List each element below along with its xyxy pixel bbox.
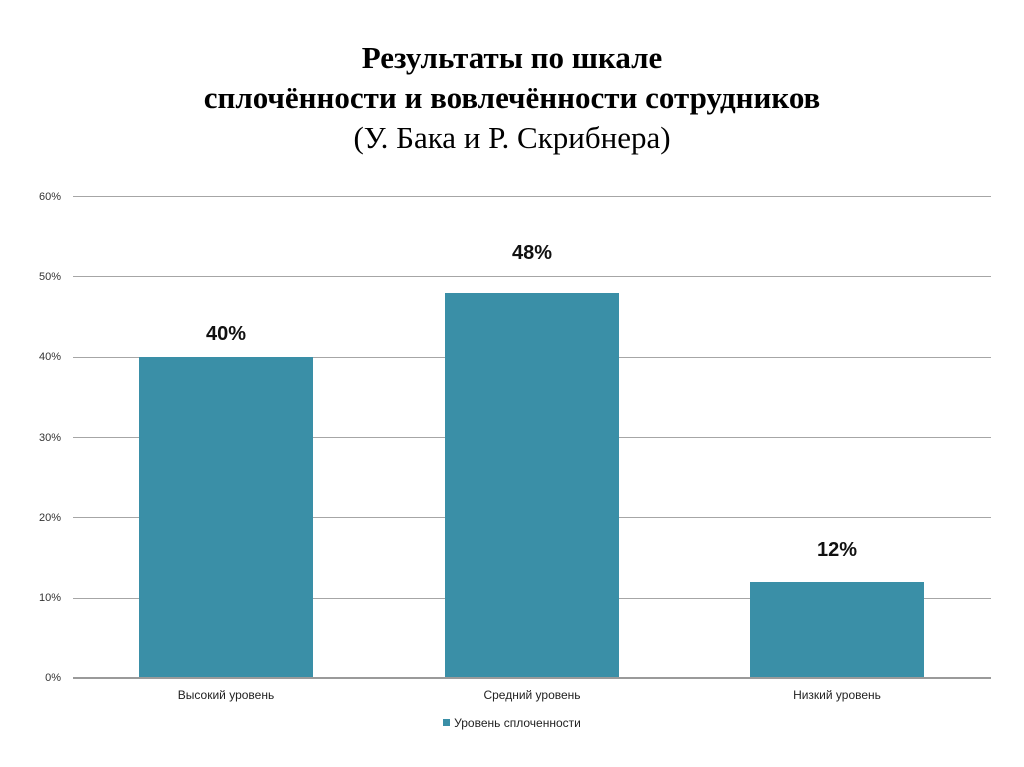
title-line-1: Результаты по шкале bbox=[361, 40, 663, 75]
chart-title: Результаты по шкале сплочённости и вовле… bbox=[0, 38, 1024, 158]
bar-medium[interactable] bbox=[445, 293, 619, 678]
x-category-label: Средний уровень bbox=[483, 688, 581, 702]
y-tick-label: 20% bbox=[38, 512, 61, 524]
legend: Уровень сплоченности bbox=[0, 716, 1024, 730]
y-tick-label: 60% bbox=[38, 191, 61, 203]
legend-swatch-icon bbox=[443, 719, 451, 726]
x-category-label: Высокий уровень bbox=[177, 688, 275, 702]
y-tick-label: 10% bbox=[38, 592, 61, 604]
legend-label: Уровень сплоченности bbox=[454, 716, 581, 730]
title-line-3: (У. Бака и Р. Скрибнера) bbox=[353, 120, 671, 155]
x-axis-line bbox=[73, 677, 991, 679]
y-tick-label: 30% bbox=[38, 432, 61, 444]
x-category-label: Низкий уровень bbox=[793, 688, 881, 702]
data-label-medium: 48% bbox=[511, 242, 553, 264]
y-tick-label: 50% bbox=[38, 271, 61, 283]
bar-low[interactable] bbox=[750, 582, 924, 678]
title-line-2: сплочённости и вовлечённости сотрудников bbox=[203, 80, 821, 115]
y-tick-label: 40% bbox=[38, 351, 61, 363]
data-label-low: 12% bbox=[816, 539, 858, 561]
gridline-60 bbox=[73, 196, 991, 197]
data-label-high: 40% bbox=[205, 323, 247, 345]
gridline-50 bbox=[73, 276, 991, 277]
bar-high[interactable] bbox=[139, 357, 313, 678]
y-tick-label: 0% bbox=[45, 672, 61, 684]
